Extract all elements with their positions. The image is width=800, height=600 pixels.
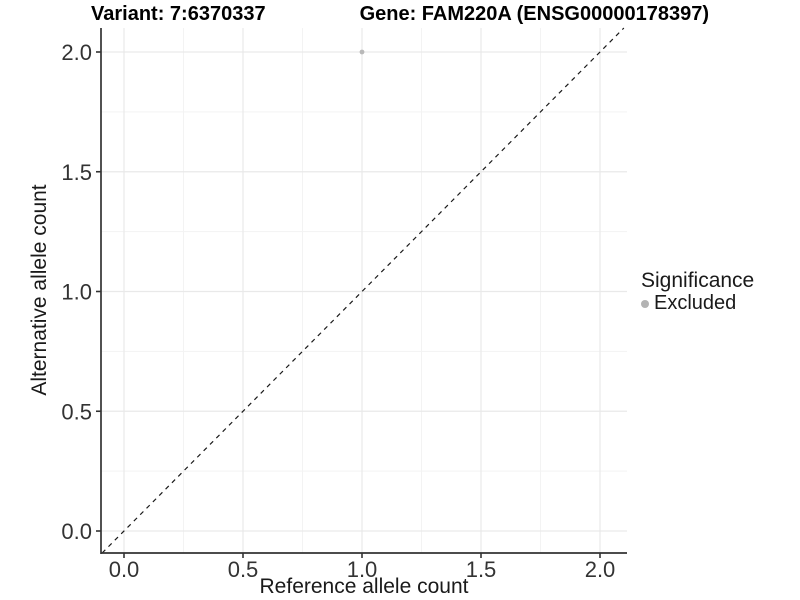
plot-title-variant: Variant: 7:6370337 bbox=[91, 3, 266, 25]
y-tick-label: 1.5 bbox=[61, 160, 92, 185]
plot-title: Variant: 7:6370337 Gene: FAM220A (ENSG00… bbox=[0, 2, 800, 26]
plot-title-gene: Gene: FAM220A (ENSG00000178397) bbox=[359, 3, 709, 25]
x-tick-label: 1.0 bbox=[347, 557, 378, 582]
x-tick-label: 1.5 bbox=[466, 557, 497, 582]
y-tick-label: 0.0 bbox=[61, 519, 92, 544]
y-tick-label: 2.0 bbox=[61, 40, 92, 65]
x-tick-label: 0.0 bbox=[109, 557, 140, 582]
legend-item-excluded: Excluded bbox=[641, 293, 754, 314]
y-tick-label: 1.0 bbox=[61, 280, 92, 305]
data-point bbox=[359, 49, 365, 55]
legend-item-label: Excluded bbox=[654, 292, 737, 314]
x-tick-label: 2.0 bbox=[585, 557, 616, 582]
legend-point-icon bbox=[641, 299, 649, 308]
legend-title: Significance bbox=[641, 269, 755, 292]
y-axis-title: Alternative allele count bbox=[28, 184, 51, 396]
x-axis-title: Reference allele count bbox=[259, 575, 469, 598]
x-tick-label: 0.5 bbox=[228, 557, 259, 582]
legend: Significance Excluded bbox=[641, 270, 754, 314]
y-tick-label: 0.5 bbox=[61, 399, 92, 424]
identity-reference-line bbox=[101, 27, 625, 554]
